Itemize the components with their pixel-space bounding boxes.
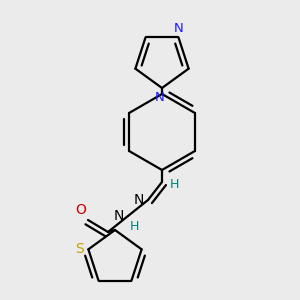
Text: H: H <box>170 178 179 190</box>
Text: H: H <box>130 220 140 232</box>
Text: O: O <box>75 203 86 217</box>
Text: N: N <box>174 22 183 35</box>
Text: N: N <box>134 193 144 207</box>
Text: S: S <box>76 242 84 256</box>
Text: N: N <box>114 209 124 223</box>
Text: N: N <box>155 91 165 104</box>
